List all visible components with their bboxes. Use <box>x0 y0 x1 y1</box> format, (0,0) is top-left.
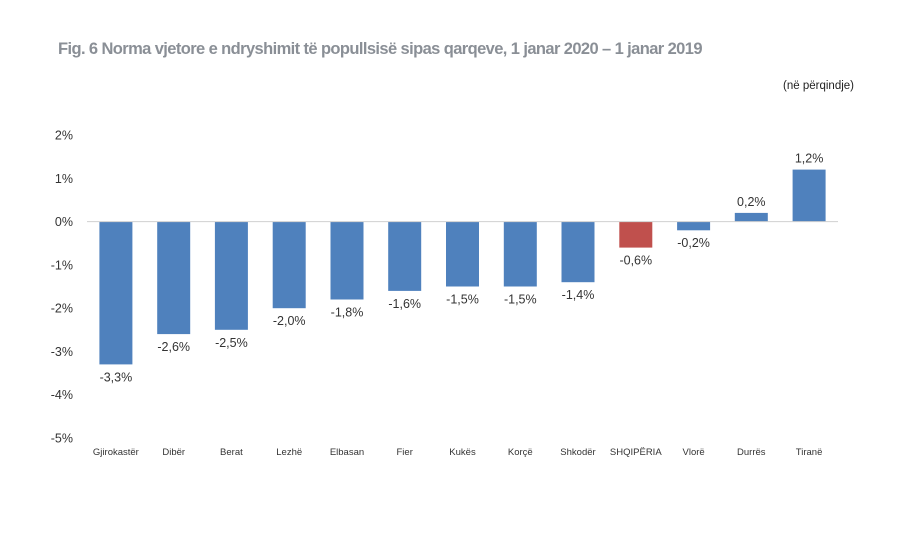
y-tick-label: -2% <box>51 302 73 316</box>
data-label: -1,5% <box>504 293 537 307</box>
x-category-label: Lezhë <box>276 447 302 458</box>
x-category-label: Vlorë <box>683 447 705 458</box>
x-category-label: Elbasan <box>330 447 364 458</box>
y-tick-label: -1% <box>51 258 73 272</box>
data-label: -2,6% <box>157 340 190 354</box>
x-category-label: Tiranë <box>796 447 823 458</box>
y-tick-label: -5% <box>51 432 73 446</box>
x-category-label: Durrës <box>737 447 766 458</box>
data-label: -1,8% <box>331 306 364 320</box>
bar-shkodër <box>561 221 595 283</box>
data-label: -1,5% <box>446 293 479 307</box>
bar-dibër <box>157 221 191 335</box>
unit-note: (në përqindje) <box>783 80 854 92</box>
data-label: -0,6% <box>619 254 652 268</box>
data-label: -2,0% <box>273 314 306 328</box>
bar-lezhë <box>272 221 306 309</box>
data-label: -1,4% <box>562 288 595 302</box>
x-category-label: SHQIPËRIA <box>610 447 662 458</box>
y-tick-label: 2% <box>55 129 73 143</box>
bar-tiranë <box>792 169 826 222</box>
x-category-label: Shkodër <box>560 447 595 458</box>
y-tick-label: 0% <box>55 215 73 229</box>
y-tick-label: 1% <box>55 172 73 186</box>
y-tick-label: -3% <box>51 345 73 359</box>
y-tick-label: -4% <box>51 388 73 402</box>
data-label: -3,3% <box>100 370 133 384</box>
data-label: 1,2% <box>795 152 824 166</box>
x-category-label: Fier <box>397 447 413 458</box>
x-category-label: Gjirokastër <box>93 447 139 458</box>
data-label: -1,6% <box>388 297 421 311</box>
bar-shqipëria <box>619 221 653 248</box>
chart-title: Fig. 6 Norma vjetore e ndryshimit të pop… <box>58 40 703 58</box>
data-label: -2,5% <box>215 336 248 350</box>
bar-kukës <box>446 221 479 287</box>
bar-durrës <box>734 212 768 222</box>
x-category-label: Kukës <box>449 447 476 458</box>
bar-berat <box>214 221 248 330</box>
x-category-label: Korçë <box>508 447 533 458</box>
bar-korçë <box>503 221 537 287</box>
x-category-label: Dibër <box>162 447 185 458</box>
bar-elbasan <box>330 221 364 300</box>
data-label: 0,2% <box>737 195 766 209</box>
bar-vlorë <box>677 221 711 231</box>
bar-fier <box>388 221 422 291</box>
x-category-label: Berat <box>220 447 243 458</box>
bar-gjirokastër <box>99 221 133 365</box>
data-label: -0,2% <box>677 236 710 250</box>
